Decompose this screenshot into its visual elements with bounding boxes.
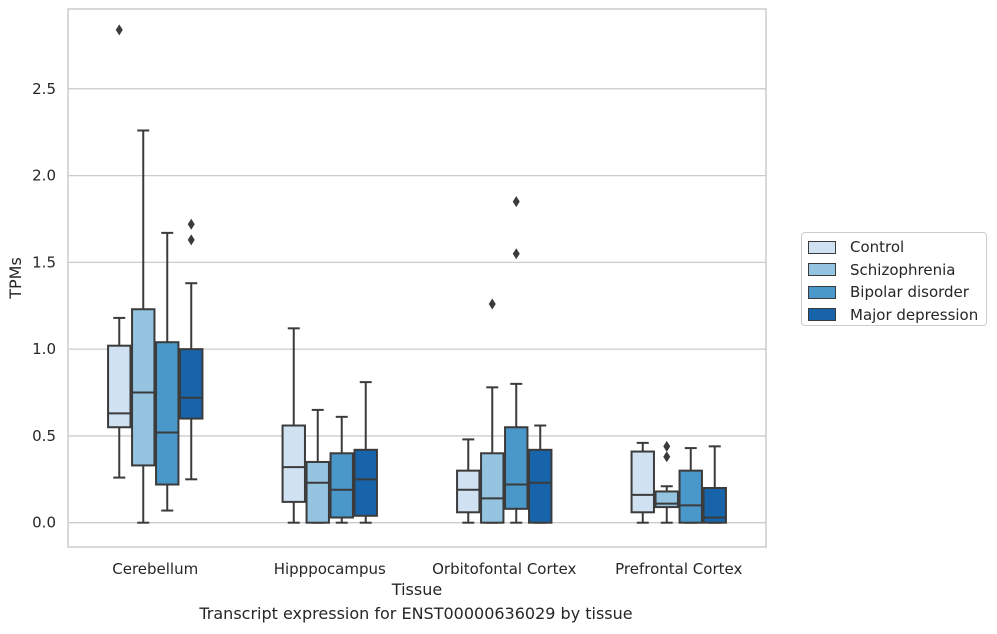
box (480, 452, 505, 524)
y-tick-label: 0.0 (32, 514, 56, 532)
box (456, 469, 481, 514)
box (504, 426, 529, 510)
outlier-point (512, 196, 520, 208)
outlier-point (512, 248, 520, 260)
box (353, 448, 378, 517)
legend-swatch-bipolar-disorder (808, 285, 836, 299)
legend-item-bipolar-disorder: Bipolar disorder (802, 281, 986, 304)
legend-item-major-depression: Major depression (802, 304, 986, 327)
box (654, 490, 679, 509)
y-tick-label: 1.5 (32, 253, 56, 271)
legend-swatch-major-depression (808, 308, 836, 322)
legend-label-bipolar-disorder: Bipolar disorder (850, 283, 969, 302)
legend-swatch-schizophrenia (808, 263, 836, 277)
outlier-point (187, 218, 195, 230)
legend-item-control: Control (802, 236, 986, 259)
box (305, 460, 330, 524)
legend-label-major-depression: Major depression (850, 305, 979, 324)
y-tick-label: 2.0 (32, 167, 56, 185)
y-tick-label: 0.5 (32, 427, 56, 445)
legend-label-control: Control (850, 238, 905, 257)
outlier-point (115, 24, 123, 36)
figure-caption: Transcript expression for ENST0000063602… (199, 604, 633, 623)
legend: Control Schizophrenia Bipolar disorder M… (801, 232, 987, 326)
y-tick-label: 2.5 (32, 80, 56, 98)
y-tick-label: 1.0 (32, 340, 56, 358)
x-tick-labels: Cerebellum Hipppocampus Orbitofontal Corte… (112, 560, 742, 578)
box (678, 469, 703, 524)
box (179, 348, 204, 420)
y-axis-title: TPMs (6, 257, 25, 300)
box-plot-group (107, 24, 727, 524)
legend-label-schizophrenia: Schizophrenia (850, 260, 956, 279)
x-tick-label: Cerebellum (112, 560, 198, 578)
box (281, 424, 306, 503)
x-tick-label: Hipppocampus (274, 560, 386, 578)
outlier-point (488, 298, 496, 310)
x-tick-label: Orbitofontal Cortex (432, 560, 576, 578)
box (131, 308, 156, 467)
box (630, 450, 655, 514)
box (155, 341, 180, 486)
outlier-point (187, 234, 195, 246)
outlier-point (663, 440, 671, 452)
y-tick-labels: 0.0 0.5 1.0 1.5 2.0 2.5 (32, 80, 56, 532)
x-axis-title: Tissue (391, 580, 442, 599)
x-tick-label: Prefrontal Cortex (615, 560, 742, 578)
outlier-point (663, 451, 671, 463)
box (702, 486, 727, 524)
box (329, 452, 354, 519)
box (528, 448, 553, 524)
box (107, 344, 132, 429)
plot-area-frame (67, 8, 767, 548)
legend-item-schizophrenia: Schizophrenia (802, 259, 986, 282)
legend-swatch-control (808, 240, 836, 254)
